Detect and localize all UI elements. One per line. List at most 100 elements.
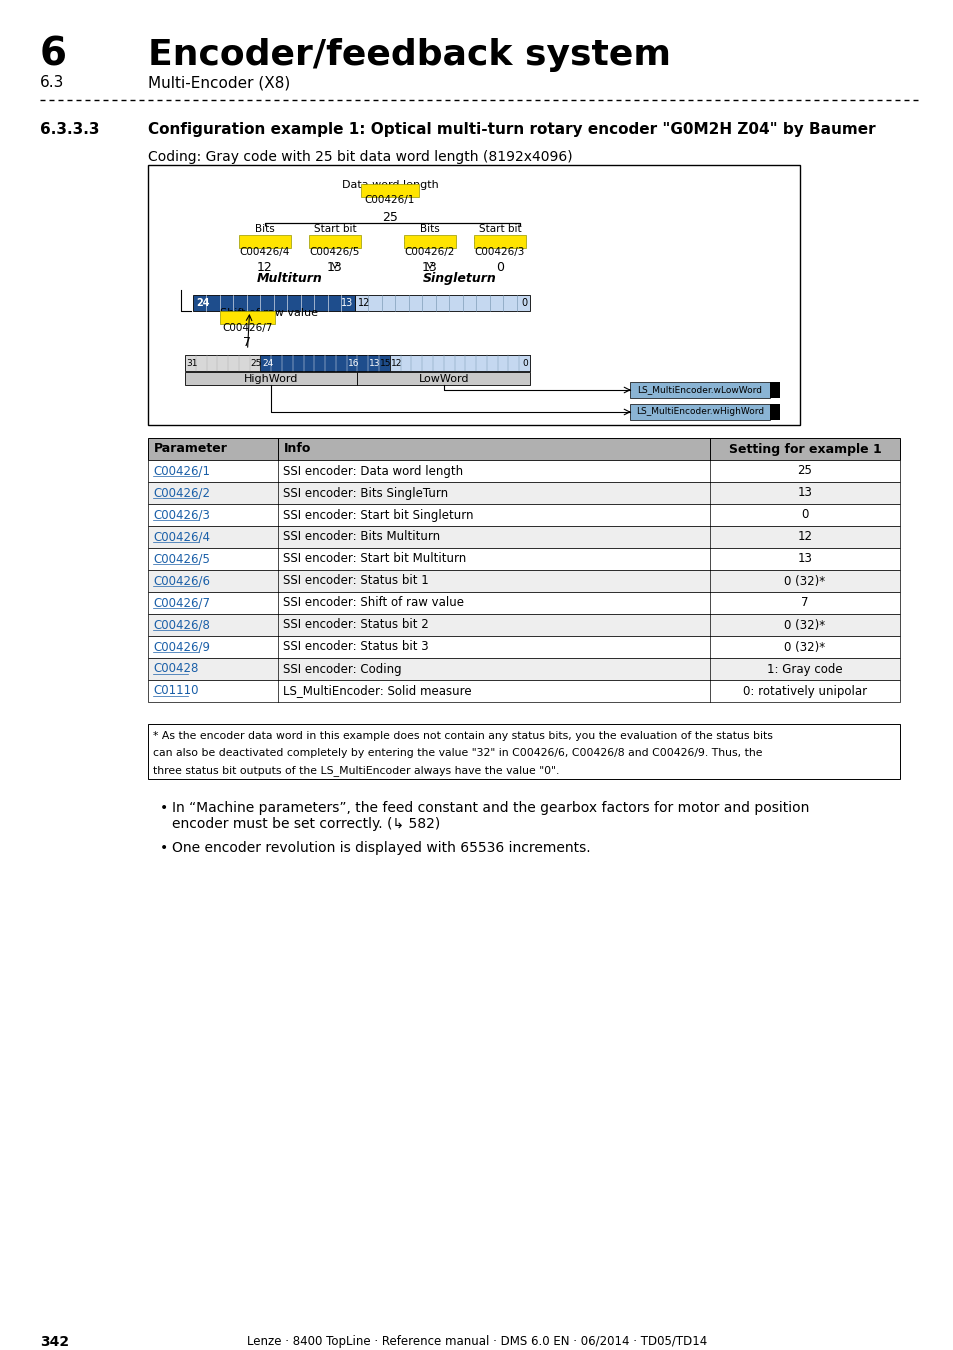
Text: 6.3: 6.3	[40, 76, 64, 90]
Bar	[148, 636, 899, 657]
Text: 31: 31	[186, 359, 198, 367]
Text: 6.3.3.3: 6.3.3.3	[40, 122, 99, 136]
Bar	[360, 184, 418, 197]
Text: three status bit outputs of the LS_MultiEncoder always have the value "0".: three status bit outputs of the LS_Multi…	[152, 765, 558, 776]
Text: C00426/2: C00426/2	[152, 486, 210, 500]
Text: 12: 12	[391, 359, 402, 367]
Text: SSI encoder: Start bit Singleturn: SSI encoder: Start bit Singleturn	[283, 509, 473, 521]
Bar	[185, 355, 530, 371]
Text: •: •	[160, 841, 168, 855]
Text: Multiturn: Multiturn	[257, 271, 322, 285]
Text: Encoder/feedback system: Encoder/feedback system	[148, 38, 670, 72]
Bar	[148, 657, 899, 680]
Bar	[239, 235, 291, 248]
Text: C00426/6: C00426/6	[152, 575, 210, 587]
Bar	[148, 437, 899, 460]
Text: C00426/4: C00426/4	[239, 247, 290, 256]
Text: C00426/3: C00426/3	[152, 509, 210, 521]
Text: 25: 25	[797, 464, 812, 478]
Bar	[148, 165, 800, 425]
Text: 24: 24	[195, 298, 210, 308]
Text: Bits
Singleturn: Bits Singleturn	[402, 224, 456, 247]
Text: LowWord: LowWord	[418, 374, 469, 383]
Text: 0 (32)*: 0 (32)*	[783, 618, 824, 632]
Text: 13: 13	[421, 261, 437, 274]
Bar	[148, 593, 899, 614]
Text: In “Machine parameters”, the feed constant and the gearbox factors for motor and: In “Machine parameters”, the feed consta…	[172, 801, 808, 815]
Text: 12: 12	[797, 531, 812, 544]
Text: 0: 0	[496, 261, 503, 274]
Text: Start bit
Singleturn: Start bit Singleturn	[473, 224, 526, 247]
Text: Info: Info	[284, 443, 311, 455]
Text: C00426/7: C00426/7	[222, 323, 273, 332]
Text: 7: 7	[243, 336, 252, 350]
Bar	[309, 235, 360, 248]
Text: C00426/2: C00426/2	[404, 247, 455, 256]
Text: LS_MultiEncoder: Solid measure: LS_MultiEncoder: Solid measure	[283, 684, 471, 698]
Text: 0: 0	[521, 298, 527, 308]
Text: 342: 342	[40, 1335, 69, 1349]
Bar	[148, 680, 899, 702]
Text: Configuration example 1: Optical multi-turn rotary encoder "G0M2H Z04" by Baumer: Configuration example 1: Optical multi-t…	[148, 122, 875, 136]
Text: SSI encoder: Shift of raw value: SSI encoder: Shift of raw value	[283, 597, 463, 609]
Text: Multi-Encoder (X8): Multi-Encoder (X8)	[148, 76, 290, 90]
Bar	[474, 235, 525, 248]
Bar	[403, 235, 456, 248]
Text: LS_MultiEncoder.wHighWord: LS_MultiEncoder.wHighWord	[636, 408, 763, 417]
Bar	[148, 570, 899, 593]
Text: C00426/5: C00426/5	[310, 247, 360, 256]
Text: 6: 6	[40, 35, 67, 73]
Text: 16: 16	[347, 359, 359, 367]
Text: One encoder revolution is displayed with 65536 increments.: One encoder revolution is displayed with…	[172, 841, 590, 855]
Text: 0 (32)*: 0 (32)*	[783, 640, 824, 653]
Bar	[220, 310, 274, 324]
Text: Lenze · 8400 TopLine · Reference manual · DMS 6.0 EN · 06/2014 · TD05/TD14: Lenze · 8400 TopLine · Reference manual …	[247, 1335, 706, 1349]
Text: 7: 7	[801, 597, 808, 609]
Bar	[148, 460, 899, 482]
Bar	[260, 355, 390, 371]
Bar	[148, 614, 899, 636]
Bar	[148, 548, 899, 570]
Text: 0: rotatively unipolar: 0: rotatively unipolar	[742, 684, 866, 698]
Text: SSI encoder: Coding: SSI encoder: Coding	[283, 663, 401, 675]
Text: 13: 13	[340, 298, 353, 308]
Text: C01110: C01110	[152, 684, 198, 698]
Text: 15: 15	[379, 359, 391, 367]
Bar	[629, 382, 769, 398]
Text: 25: 25	[381, 211, 397, 224]
Text: Shift of raw value: Shift of raw value	[220, 308, 317, 319]
Text: 25: 25	[251, 359, 262, 367]
Text: Setting for example 1: Setting for example 1	[728, 443, 881, 455]
Text: Data word length: Data word length	[341, 180, 438, 190]
Text: Parameter: Parameter	[153, 443, 228, 455]
Text: C00426/1: C00426/1	[152, 464, 210, 478]
Text: C00426/1: C00426/1	[364, 196, 415, 205]
Text: 0: 0	[521, 359, 527, 367]
Text: C00426/7: C00426/7	[152, 597, 210, 609]
Text: C00426/3: C00426/3	[475, 247, 525, 256]
Bar	[148, 724, 899, 779]
Text: 13: 13	[797, 552, 812, 566]
Text: SSI encoder: Status bit 2: SSI encoder: Status bit 2	[283, 618, 428, 632]
Text: LS_MultiEncoder.wLowWord: LS_MultiEncoder.wLowWord	[637, 386, 761, 394]
Bar	[148, 482, 899, 504]
Text: 24: 24	[262, 359, 273, 367]
Text: SSI encoder: Bits Multiturn: SSI encoder: Bits Multiturn	[283, 531, 439, 544]
Bar	[355, 296, 530, 310]
Text: Singleturn: Singleturn	[423, 271, 497, 285]
Text: SSI encoder: Start bit Multiturn: SSI encoder: Start bit Multiturn	[283, 552, 466, 566]
Text: C00426/9: C00426/9	[152, 640, 210, 653]
Text: encoder must be set correctly. (↳ 582): encoder must be set correctly. (↳ 582)	[172, 817, 439, 832]
Text: C00426/4: C00426/4	[152, 531, 210, 544]
Text: 0 (32)*: 0 (32)*	[783, 575, 824, 587]
Bar	[629, 404, 769, 420]
Text: 13: 13	[369, 359, 380, 367]
Text: SSI encoder: Data word length: SSI encoder: Data word length	[283, 464, 462, 478]
Text: C00428: C00428	[152, 663, 198, 675]
Text: Coding: Gray code with 25 bit data word length (8192x4096): Coding: Gray code with 25 bit data word …	[148, 150, 572, 163]
Text: 13: 13	[797, 486, 812, 500]
Bar	[193, 296, 355, 310]
Bar	[390, 355, 530, 371]
Text: 12: 12	[257, 261, 273, 274]
Text: C00426/5: C00426/5	[152, 552, 210, 566]
